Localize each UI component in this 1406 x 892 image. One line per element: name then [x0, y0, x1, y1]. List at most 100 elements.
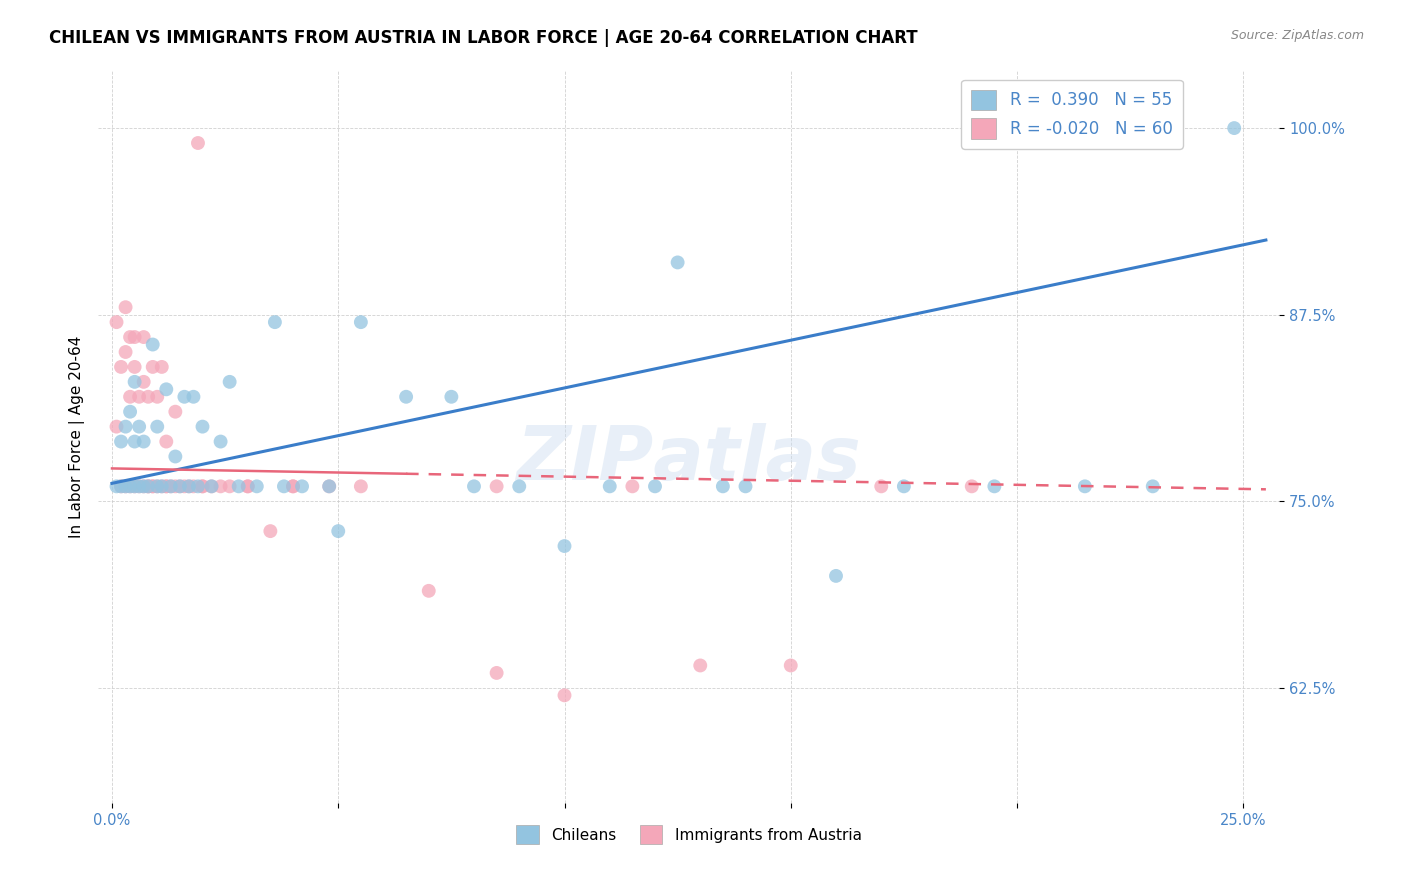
- Point: [236, 479, 259, 493]
- Point: [124, 330, 146, 344]
- Point: [105, 419, 128, 434]
- Point: [150, 479, 173, 493]
- Point: [124, 479, 146, 493]
- Point: [273, 479, 295, 493]
- Point: [318, 479, 340, 493]
- Point: [281, 479, 304, 493]
- Point: [114, 345, 136, 359]
- Point: [142, 359, 165, 374]
- Point: [236, 479, 259, 493]
- Point: [120, 479, 142, 493]
- Point: [169, 479, 191, 493]
- Point: [110, 479, 132, 493]
- Point: [150, 479, 173, 493]
- Point: [142, 479, 165, 493]
- Point: [350, 479, 373, 493]
- Point: [183, 390, 205, 404]
- Point: [200, 479, 222, 493]
- Point: [128, 479, 150, 493]
- Point: [644, 479, 666, 493]
- Point: [191, 479, 214, 493]
- Point: [120, 405, 142, 419]
- Point: [621, 479, 644, 493]
- Point: [218, 479, 240, 493]
- Point: [485, 479, 508, 493]
- Point: [165, 479, 187, 493]
- Point: [136, 479, 159, 493]
- Point: [132, 479, 155, 493]
- Point: [159, 479, 181, 493]
- Point: [734, 479, 756, 493]
- Point: [779, 658, 801, 673]
- Point: [159, 479, 181, 493]
- Point: [418, 583, 440, 598]
- Point: [155, 479, 177, 493]
- Point: [132, 479, 155, 493]
- Point: [128, 419, 150, 434]
- Point: [177, 479, 200, 493]
- Y-axis label: In Labor Force | Age 20-64: In Labor Force | Age 20-64: [69, 336, 84, 538]
- Point: [191, 419, 214, 434]
- Point: [264, 315, 287, 329]
- Point: [124, 479, 146, 493]
- Point: [200, 479, 222, 493]
- Point: [146, 419, 169, 434]
- Text: Source: ZipAtlas.com: Source: ZipAtlas.com: [1230, 29, 1364, 42]
- Point: [142, 479, 165, 493]
- Point: [318, 479, 340, 493]
- Point: [150, 359, 173, 374]
- Point: [689, 658, 711, 673]
- Point: [440, 390, 463, 404]
- Point: [155, 434, 177, 449]
- Point: [128, 479, 150, 493]
- Point: [124, 359, 146, 374]
- Point: [259, 524, 281, 538]
- Point: [105, 479, 128, 493]
- Point: [124, 375, 146, 389]
- Point: [666, 255, 689, 269]
- Point: [120, 479, 142, 493]
- Point: [209, 479, 232, 493]
- Point: [209, 434, 232, 449]
- Point: [146, 479, 169, 493]
- Point: [870, 479, 893, 493]
- Point: [169, 479, 191, 493]
- Point: [177, 479, 200, 493]
- Point: [120, 330, 142, 344]
- Point: [893, 479, 915, 493]
- Point: [246, 479, 269, 493]
- Point: [114, 479, 136, 493]
- Point: [983, 479, 1005, 493]
- Point: [599, 479, 621, 493]
- Point: [105, 315, 128, 329]
- Text: CHILEAN VS IMMIGRANTS FROM AUSTRIA IN LABOR FORCE | AGE 20-64 CORRELATION CHART: CHILEAN VS IMMIGRANTS FROM AUSTRIA IN LA…: [49, 29, 918, 46]
- Point: [132, 434, 155, 449]
- Point: [1074, 479, 1097, 493]
- Point: [114, 300, 136, 314]
- Point: [114, 419, 136, 434]
- Point: [553, 539, 575, 553]
- Point: [142, 337, 165, 351]
- Point: [132, 330, 155, 344]
- Point: [136, 479, 159, 493]
- Point: [485, 665, 508, 680]
- Point: [114, 479, 136, 493]
- Point: [553, 689, 575, 703]
- Point: [155, 479, 177, 493]
- Point: [110, 434, 132, 449]
- Point: [291, 479, 314, 493]
- Point: [173, 390, 195, 404]
- Point: [191, 479, 214, 493]
- Point: [155, 382, 177, 396]
- Point: [146, 390, 169, 404]
- Point: [146, 479, 169, 493]
- Point: [1142, 479, 1164, 493]
- Point: [328, 524, 350, 538]
- Point: [350, 315, 373, 329]
- Point: [165, 405, 187, 419]
- Point: [281, 479, 304, 493]
- Point: [187, 136, 209, 150]
- Legend: Chileans, Immigrants from Austria: Chileans, Immigrants from Austria: [510, 819, 868, 850]
- Text: ZIP​atlas: ZIP​atlas: [516, 423, 862, 496]
- Point: [508, 479, 530, 493]
